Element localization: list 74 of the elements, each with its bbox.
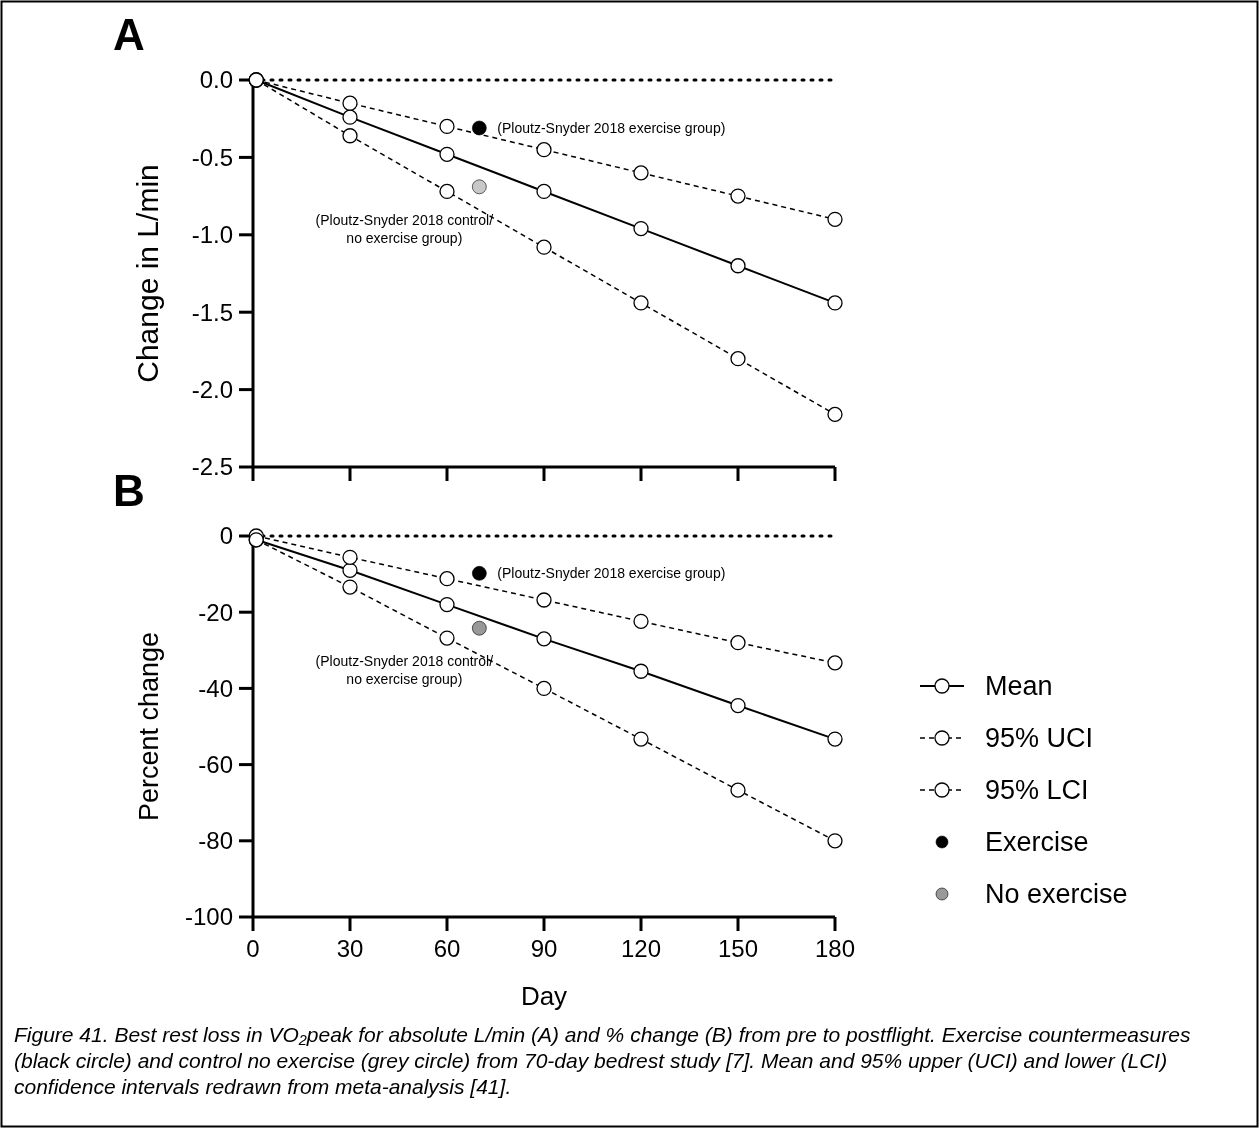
point: [730, 697, 746, 714]
x-tick-label: 120: [620, 935, 662, 962]
point: [827, 655, 843, 671]
caption: Figure 41. Best rest loss in VO₂peak for absolute L/min (A) and % change (B) from pre to postflight. Exercise countermeasures (black circle) and control no exercise (grey circle) from 70-day bedrest study [7]. Mean and 95% upper (UCI) and lower (LCI) confidence intervals redrawn from meta-analysis [41].: [14, 1023, 1191, 1098]
point: [472, 120, 487, 136]
y-tick-label: 0.0: [199, 66, 233, 94]
point: [633, 165, 649, 181]
point: [536, 142, 552, 158]
point: [342, 579, 358, 595]
y-tick-label: -2.0: [191, 376, 233, 403]
point: [472, 566, 487, 581]
point: [536, 592, 552, 608]
point: [439, 630, 455, 646]
point: [730, 350, 746, 367]
point: [536, 680, 552, 697]
point: [827, 406, 843, 423]
point: [439, 118, 455, 135]
point: [342, 128, 358, 144]
point: [536, 631, 552, 647]
legend-label: 95% UCI: [985, 723, 1094, 754]
point: [730, 258, 746, 274]
y-tick-label: -1.5: [191, 298, 233, 326]
y-tick-label: 0: [219, 522, 233, 550]
x-tick-label: 150: [717, 935, 759, 962]
point: [472, 179, 487, 195]
legend-label: No exercise: [985, 879, 1128, 910]
point: [342, 109, 358, 125]
y-tick-label: -40: [198, 674, 233, 702]
point: [439, 571, 455, 587]
x-tick-label: 60: [433, 935, 461, 962]
point: [633, 613, 649, 629]
point: [827, 833, 843, 849]
point: [342, 549, 358, 565]
y-axis-title: Percent change: [134, 631, 164, 822]
point: [439, 596, 455, 613]
point: [827, 211, 843, 227]
annotation: (Ploutz-Snyder 2018 control/ no exercise group): [315, 211, 494, 246]
point: [536, 183, 552, 200]
chart-title: B: [113, 466, 145, 515]
y-tick-label: -1.0: [191, 221, 233, 249]
point: [439, 183, 455, 200]
point: [730, 782, 746, 798]
x-axis-title: Day: [520, 981, 568, 1011]
annotation: (Ploutz-Snyder 2018 exercise group): [497, 565, 726, 582]
legend-label: Exercise: [985, 827, 1089, 858]
point: [633, 295, 649, 311]
point: [730, 188, 746, 204]
annotation: (Ploutz-Snyder 2018 control/ no exercise group): [315, 653, 494, 688]
point: [827, 731, 843, 747]
point: [536, 239, 552, 255]
legend-label: 95% LCI: [985, 775, 1089, 806]
point: [730, 635, 746, 651]
legend-label: Mean: [985, 671, 1053, 702]
y-tick-label: -80: [198, 827, 233, 855]
y-tick-label: -100: [184, 903, 233, 931]
y-tick-label: -60: [198, 751, 233, 778]
x-tick-label: 30: [336, 935, 364, 962]
chart-title: A: [113, 10, 145, 59]
point: [633, 663, 649, 679]
y-tick-label: -2.5: [191, 453, 233, 481]
point: [633, 220, 649, 237]
point: [633, 731, 649, 747]
y-axis-title: Change in L/min: [131, 164, 164, 383]
point: [342, 95, 358, 111]
point: [342, 562, 358, 578]
point: [472, 620, 487, 636]
annotation: (Ploutz-Snyder 2018 exercise group): [497, 119, 726, 136]
y-tick-label: -0.5: [191, 143, 233, 171]
x-tick-label: 180: [814, 935, 856, 962]
x-tick-label: 0: [246, 935, 260, 962]
y-tick-label: -20: [198, 598, 233, 626]
point: [827, 295, 843, 311]
point: [439, 146, 455, 162]
x-tick-label: 90: [530, 935, 558, 962]
